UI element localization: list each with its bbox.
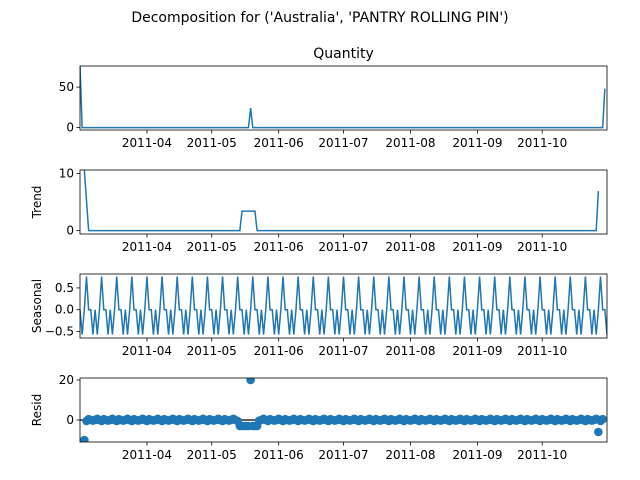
axes-frame bbox=[79, 377, 608, 443]
x-tick-label: 2011-07 bbox=[318, 344, 368, 358]
plot-area bbox=[80, 66, 606, 129]
y-axis-label: Trend bbox=[30, 186, 44, 220]
y-tick-label: 0.5 bbox=[55, 281, 74, 295]
y-tick-label: 20 bbox=[59, 373, 74, 387]
panel-resid: Resid 0 20 2011-04 2011-05 2011-06 2011-07 2011… bbox=[30, 373, 608, 462]
resid-point bbox=[80, 435, 89, 442]
y-axis-label: Resid bbox=[30, 394, 44, 426]
x-tick-label: 2011-10 bbox=[517, 344, 567, 358]
x-tick-label: 2011-05 bbox=[187, 344, 237, 358]
x-tick-label: 2011-07 bbox=[318, 240, 368, 254]
plot-area bbox=[83, 170, 600, 232]
axes-frame bbox=[79, 65, 608, 131]
x-tick-label: 2011-06 bbox=[254, 136, 304, 150]
plot-area bbox=[80, 276, 607, 335]
quantity-line bbox=[80, 66, 606, 129]
x-tick-label: 2011-07 bbox=[318, 136, 368, 150]
x-tick-label: 2011-04 bbox=[122, 136, 172, 150]
x-tick-label: 2011-09 bbox=[452, 136, 502, 150]
x-tick-label: 2011-10 bbox=[517, 136, 567, 150]
x-tick-label: 2011-09 bbox=[452, 240, 502, 254]
x-tick-label: 2011-04 bbox=[122, 344, 172, 358]
x-tick-label: 2011-08 bbox=[385, 448, 435, 462]
axes-frame bbox=[79, 169, 608, 235]
y-tick-label: 0.0 bbox=[55, 303, 74, 317]
resid-point bbox=[598, 414, 607, 424]
resid-point bbox=[594, 427, 603, 437]
x-tick-label: 2011-05 bbox=[187, 240, 237, 254]
panel-quantity: Quantity 0 50 2011-04 2011-05 2011-06 2011-07 2… bbox=[59, 46, 608, 150]
x-tick-label: 2011-06 bbox=[254, 448, 304, 462]
resid-point bbox=[246, 378, 255, 385]
seasonal-line bbox=[80, 276, 607, 335]
x-tick-label: 2011-06 bbox=[254, 240, 304, 254]
y-tick-label: 50 bbox=[59, 80, 74, 94]
x-tick-label: 2011-10 bbox=[517, 448, 567, 462]
y-tick-label: 0 bbox=[66, 413, 74, 427]
panel-title: Quantity bbox=[313, 46, 374, 62]
x-tick-label: 2011-04 bbox=[122, 448, 172, 462]
x-tick-label: 2011-08 bbox=[385, 344, 435, 358]
y-tick-label: −0.5 bbox=[45, 324, 74, 338]
x-tick-label: 2011-10 bbox=[517, 240, 567, 254]
x-tick-label: 2011-09 bbox=[452, 448, 502, 462]
x-tick-label: 2011-07 bbox=[318, 448, 368, 462]
figure-suptitle: Decomposition for ('Australia', 'PANTRY … bbox=[131, 10, 508, 26]
x-tick-label: 2011-04 bbox=[122, 240, 172, 254]
y-tick-label: 0 bbox=[66, 121, 74, 135]
plot-area bbox=[80, 378, 607, 442]
y-tick-label: 10 bbox=[59, 166, 74, 180]
x-tick-label: 2011-06 bbox=[254, 344, 304, 358]
y-axis-label: Seasonal bbox=[30, 279, 44, 333]
x-tick-label: 2011-05 bbox=[187, 136, 237, 150]
panel-trend: Trend 0 10 2011-04 2011-05 2011-06 2011-07 2011… bbox=[30, 166, 608, 254]
x-tick-label: 2011-08 bbox=[385, 240, 435, 254]
x-tick-label: 2011-09 bbox=[452, 344, 502, 358]
trend-line bbox=[83, 170, 600, 232]
panel-seasonal: Seasonal −0.5 0.0 0.5 2011-04 2011-05 2011-06 2… bbox=[30, 273, 608, 358]
x-tick-label: 2011-05 bbox=[187, 448, 237, 462]
x-tick-label: 2011-08 bbox=[385, 136, 435, 150]
y-tick-label: 0 bbox=[66, 224, 74, 238]
